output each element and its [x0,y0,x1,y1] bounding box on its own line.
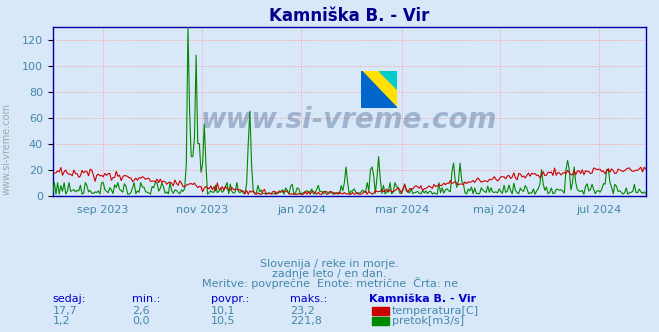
Text: 10,1: 10,1 [211,306,235,316]
Text: 1,2: 1,2 [53,316,71,326]
Text: 23,2: 23,2 [290,306,315,316]
Text: Meritve: povprečne  Enote: metrične  Črta: ne: Meritve: povprečne Enote: metrične Črta:… [202,277,457,289]
Text: 2,6: 2,6 [132,306,150,316]
Text: 17,7: 17,7 [53,306,78,316]
Text: povpr.:: povpr.: [211,294,249,304]
Text: sedaj:: sedaj: [53,294,86,304]
Text: pretok[m3/s]: pretok[m3/s] [392,316,464,326]
Text: Slovenija / reke in morje.: Slovenija / reke in morje. [260,259,399,269]
Text: 221,8: 221,8 [290,316,322,326]
Text: zadnje leto / en dan.: zadnje leto / en dan. [272,269,387,279]
Text: temperatura[C]: temperatura[C] [392,306,479,316]
Text: www.si-vreme.com: www.si-vreme.com [201,106,498,133]
Text: www.si-vreme.com: www.si-vreme.com [1,103,12,196]
Text: min.:: min.: [132,294,160,304]
Text: 10,5: 10,5 [211,316,235,326]
Title: Kamniška B. - Vir: Kamniška B. - Vir [269,7,430,25]
Text: 0,0: 0,0 [132,316,150,326]
Text: maks.:: maks.: [290,294,328,304]
Text: Kamniška B. - Vir: Kamniška B. - Vir [369,294,476,304]
